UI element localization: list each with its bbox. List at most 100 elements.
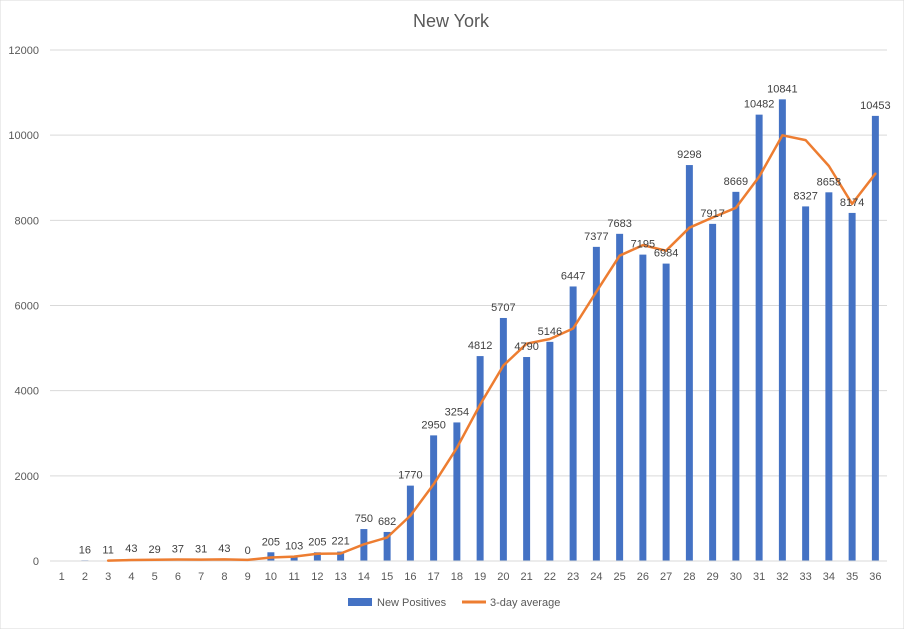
x-tick-label: 7 <box>198 571 204 583</box>
bar-data-label: 8327 <box>793 190 817 202</box>
bar <box>546 341 554 561</box>
bar-data-label: 9298 <box>677 149 701 161</box>
x-tick-label: 24 <box>590 571 602 583</box>
bar-data-label: 221 <box>331 536 349 548</box>
bar-data-label: 7917 <box>700 208 724 220</box>
bar-data-label: 750 <box>355 513 373 525</box>
y-tick-label: 2000 <box>15 471 39 483</box>
bar-data-label: 205 <box>262 536 280 548</box>
x-tick-label: 6 <box>175 571 181 583</box>
x-tick-label: 19 <box>474 571 486 583</box>
bar <box>639 254 647 561</box>
x-tick-label: 27 <box>660 571 672 583</box>
bar-data-label: 205 <box>308 536 326 548</box>
bar-data-label: 0 <box>245 545 251 557</box>
bar <box>778 99 786 562</box>
x-tick-label: 34 <box>823 571 835 583</box>
bar <box>569 286 577 561</box>
bar <box>476 356 484 561</box>
bar-data-label: 7683 <box>607 218 631 230</box>
bar-data-label: 29 <box>149 544 161 556</box>
x-tick-label: 33 <box>800 571 812 583</box>
bar-data-label: 37 <box>172 543 184 555</box>
bar-data-label: 3254 <box>445 406 469 418</box>
x-tick-label: 5 <box>152 571 158 583</box>
bar <box>755 114 763 561</box>
x-tick-label: 26 <box>637 571 649 583</box>
bar-data-label: 2950 <box>421 419 445 431</box>
bar-data-label: 43 <box>125 543 137 555</box>
average-line <box>106 134 877 562</box>
bar <box>430 435 438 561</box>
bar-data-label: 43 <box>218 543 230 555</box>
x-tick-label: 14 <box>358 571 370 583</box>
bar-data-label: 16 <box>79 544 91 556</box>
average-line-layer <box>106 134 877 562</box>
x-tick-label: 3 <box>105 571 111 583</box>
y-tick-label: 6000 <box>15 301 39 313</box>
bar <box>313 552 321 561</box>
bar-data-label: 6447 <box>561 270 585 282</box>
bar-data-label: 7195 <box>631 239 655 251</box>
bar-data-label: 5707 <box>491 302 515 314</box>
x-tick-label: 32 <box>776 571 788 583</box>
x-tick-label: 10 <box>265 571 277 583</box>
gridlines <box>50 49 887 477</box>
bar <box>616 233 624 561</box>
x-tick-label: 8 <box>221 571 227 583</box>
bar-data-label: 10453 <box>860 100 891 112</box>
y-tick-label: 10000 <box>8 130 39 142</box>
bar-data-label: 11 <box>102 545 113 557</box>
bar <box>871 115 879 562</box>
bar-data-label: 103 <box>285 541 303 553</box>
x-tick-label: 11 <box>288 571 299 583</box>
x-tick-label: 9 <box>245 571 251 583</box>
x-tick-label: 18 <box>451 571 463 583</box>
x-tick-label: 29 <box>707 571 719 583</box>
bar-data-label: 10841 <box>767 83 798 95</box>
x-tick-label: 16 <box>404 571 416 583</box>
chart-title: New York <box>413 11 490 31</box>
bar-data-label: 4812 <box>468 340 492 352</box>
bar <box>499 317 507 561</box>
x-tick-label: 30 <box>730 571 742 583</box>
x-tick-label: 4 <box>128 571 134 583</box>
bar-data-label: 10482 <box>744 99 775 111</box>
x-tick-label: 35 <box>846 571 858 583</box>
bar <box>732 191 740 561</box>
legend-label-3-day-average: 3-day average <box>490 597 560 609</box>
x-tick-label: 15 <box>381 571 393 583</box>
data-labels: 16 11 43 29 37 31 43 0 205 103 205 221 750 682 1770 295… <box>79 83 891 557</box>
bar-data-label: 1770 <box>398 470 422 482</box>
bars <box>81 99 879 562</box>
y-axis-ticks: 0 2000 4000 6000 8000 10000 12000 <box>8 45 39 568</box>
bar <box>290 556 298 561</box>
y-tick-label: 4000 <box>15 386 39 398</box>
bar <box>848 212 856 561</box>
x-tick-label: 28 <box>683 571 695 583</box>
x-tick-label: 1 <box>59 571 65 583</box>
bar <box>685 165 693 561</box>
x-tick-label: 21 <box>521 571 533 583</box>
x-tick-label: 13 <box>335 571 347 583</box>
x-tick-label: 17 <box>428 571 440 583</box>
bar-data-label: 31 <box>195 544 207 556</box>
legend-label-new-positives: New Positives <box>377 597 447 609</box>
bar-data-label: 5146 <box>538 326 562 338</box>
legend-swatch-new-positives <box>348 598 372 606</box>
bar-data-label: 8658 <box>817 176 841 188</box>
y-tick-label: 12000 <box>8 45 39 57</box>
x-axis-ticks: 1 2 3 4 5 6 7 8 9 10 11 12 13 14 15 16 17 18 19 20 21 22 23 24 2… <box>59 571 882 583</box>
bar-data-label: 4790 <box>514 341 538 353</box>
bar <box>802 206 810 562</box>
x-tick-label: 12 <box>311 571 323 583</box>
bar <box>825 192 833 561</box>
bar <box>383 531 391 561</box>
bar <box>662 263 670 561</box>
bar-data-label: 7377 <box>584 231 608 243</box>
x-tick-label: 2 <box>82 571 88 583</box>
y-tick-label: 8000 <box>15 215 39 227</box>
